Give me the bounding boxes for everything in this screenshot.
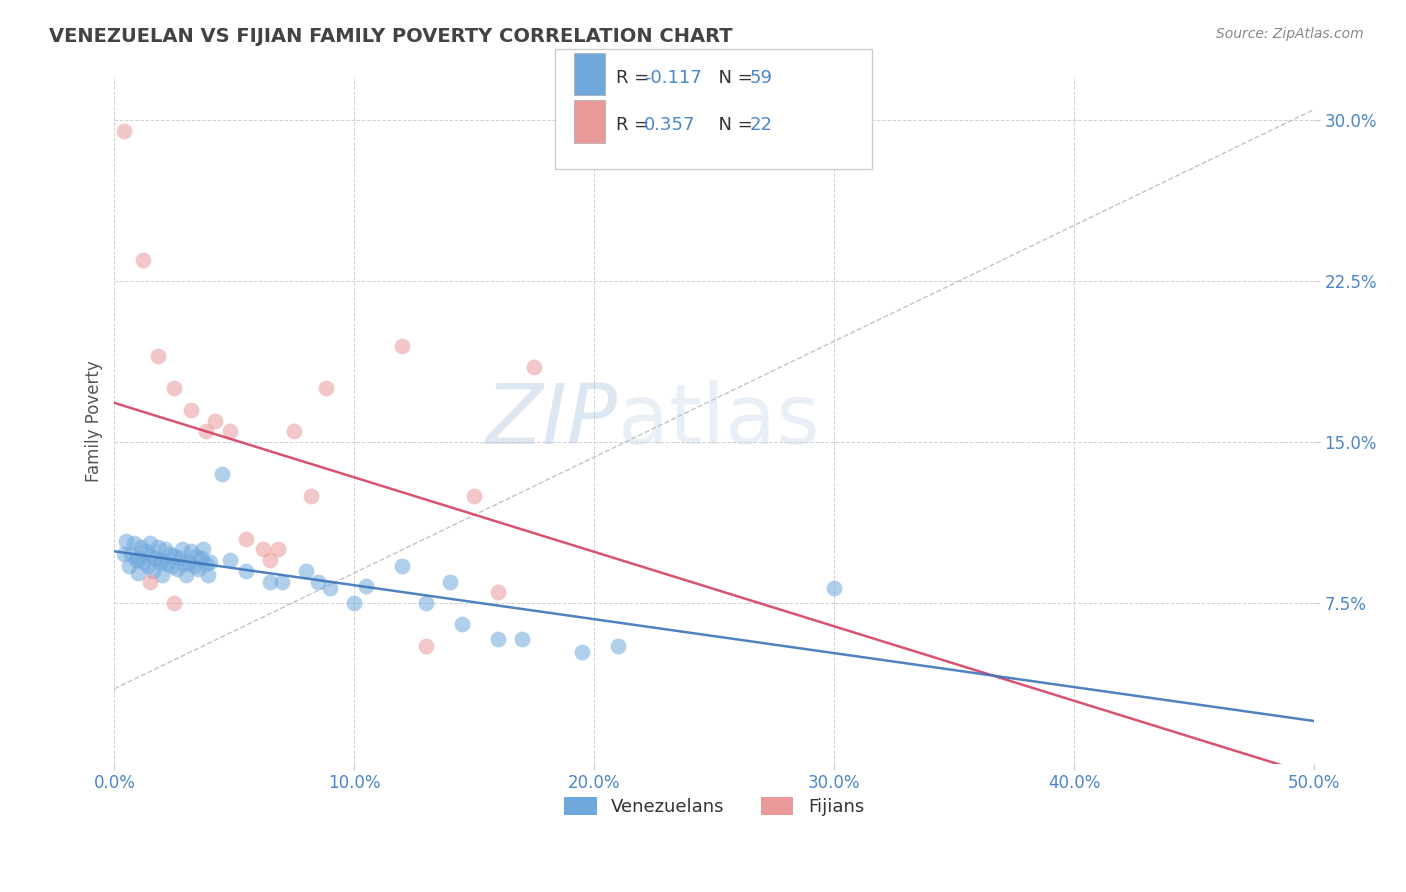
Point <box>183 559 205 574</box>
Point <box>283 425 305 439</box>
Point <box>391 559 413 574</box>
Point <box>211 467 233 482</box>
Point <box>177 555 200 569</box>
Point <box>166 561 188 575</box>
Point <box>122 536 145 550</box>
Point <box>307 574 329 589</box>
Point <box>295 564 318 578</box>
Point <box>235 564 257 578</box>
Point <box>523 359 546 374</box>
Text: Source: ZipAtlas.com: Source: ZipAtlas.com <box>1216 27 1364 41</box>
Point <box>156 558 179 572</box>
Point <box>571 645 593 659</box>
Point <box>607 639 630 653</box>
Text: 0.357: 0.357 <box>644 116 696 134</box>
Point <box>218 425 240 439</box>
Text: R =: R = <box>616 69 655 87</box>
Point <box>266 542 288 557</box>
Point <box>163 381 186 395</box>
Text: VENEZUELAN VS FIJIAN FAMILY POVERTY CORRELATION CHART: VENEZUELAN VS FIJIAN FAMILY POVERTY CORR… <box>49 27 733 45</box>
Text: N =: N = <box>707 69 759 87</box>
Point <box>194 558 217 572</box>
Point <box>170 542 193 557</box>
Legend: Venezuelans, Fijians: Venezuelans, Fijians <box>557 790 872 823</box>
Point <box>439 574 461 589</box>
Point <box>132 252 155 267</box>
Point <box>271 574 294 589</box>
Text: ZIP: ZIP <box>486 380 619 461</box>
Point <box>150 553 173 567</box>
Point <box>167 550 190 565</box>
Point <box>451 617 474 632</box>
Point <box>173 558 195 572</box>
Point <box>163 549 186 563</box>
Point <box>135 544 157 558</box>
Text: atlas: atlas <box>619 380 820 461</box>
Point <box>115 533 138 548</box>
Point <box>139 574 162 589</box>
Point <box>463 489 485 503</box>
Point <box>159 547 181 561</box>
Point <box>415 596 437 610</box>
Point <box>163 596 186 610</box>
Point <box>112 124 135 138</box>
Point <box>180 403 202 417</box>
Point <box>149 555 172 569</box>
Point <box>823 581 845 595</box>
Point <box>146 540 169 554</box>
Point <box>510 632 533 647</box>
Point <box>146 349 169 363</box>
Point <box>194 425 217 439</box>
Point <box>139 549 162 563</box>
Point <box>120 547 142 561</box>
Point <box>187 561 209 575</box>
Point <box>127 566 149 580</box>
Point <box>112 547 135 561</box>
Point <box>190 550 212 565</box>
Point <box>118 559 141 574</box>
Text: -0.117: -0.117 <box>644 69 702 87</box>
Point <box>391 338 413 352</box>
Point <box>127 550 149 565</box>
Text: N =: N = <box>707 116 759 134</box>
Y-axis label: Family Poverty: Family Poverty <box>86 359 103 482</box>
Point <box>139 536 162 550</box>
Point <box>259 574 281 589</box>
Point <box>218 553 240 567</box>
Point <box>356 579 378 593</box>
Point <box>125 553 148 567</box>
Point <box>180 544 202 558</box>
Point <box>319 581 342 595</box>
Point <box>184 549 207 563</box>
Point <box>486 632 509 647</box>
Point <box>142 564 165 578</box>
Point <box>299 489 322 503</box>
Point <box>200 555 222 569</box>
Point <box>197 568 219 582</box>
Point <box>136 559 159 574</box>
Point <box>143 550 166 565</box>
Point <box>193 542 215 557</box>
Point <box>259 553 281 567</box>
Text: 22: 22 <box>749 116 772 134</box>
Point <box>343 596 366 610</box>
Point <box>129 540 152 554</box>
Point <box>176 568 198 582</box>
Point <box>160 559 183 574</box>
Point <box>204 414 226 428</box>
Text: 59: 59 <box>749 69 772 87</box>
Text: R =: R = <box>616 116 655 134</box>
Point <box>153 542 176 557</box>
Point <box>315 381 337 395</box>
Point <box>150 568 173 582</box>
Point <box>415 639 437 653</box>
Point <box>132 555 155 569</box>
Point <box>486 585 509 599</box>
Point <box>235 532 257 546</box>
Point <box>252 542 274 557</box>
